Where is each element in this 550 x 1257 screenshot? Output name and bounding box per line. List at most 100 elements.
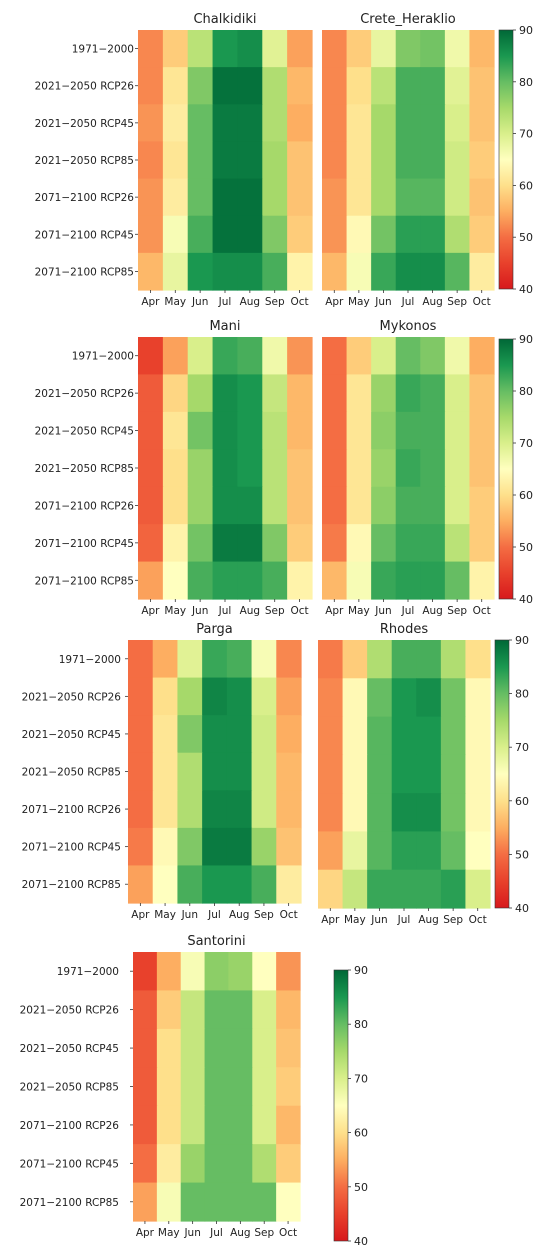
x-tick-label: Aug bbox=[240, 296, 261, 308]
heatmap-cell bbox=[237, 337, 263, 376]
heatmap-cell bbox=[420, 141, 446, 180]
heatmap-cell bbox=[262, 67, 288, 105]
heatmap-panel-mykonos: Mykonos Apr May Jun Jul Aug Sep Oct bbox=[322, 319, 495, 617]
heatmap-cell bbox=[322, 337, 348, 376]
y-tick-label: 2071−2100 RCP45 bbox=[22, 842, 121, 854]
heatmap-cell bbox=[371, 411, 397, 450]
y-tick-label: 2021−2050 RCP26 bbox=[20, 1005, 120, 1017]
y-tick-label: 1971−2000 bbox=[57, 966, 119, 978]
heatmap-cell bbox=[252, 1105, 277, 1145]
heatmap-cell bbox=[212, 411, 239, 450]
heatmap-cell bbox=[469, 524, 495, 563]
heatmap-cell bbox=[252, 990, 277, 1030]
heatmap-cell bbox=[128, 752, 154, 791]
heatmap-cell bbox=[128, 827, 154, 867]
heatmap-cell bbox=[262, 524, 288, 563]
heatmap-cell bbox=[252, 1144, 277, 1184]
heatmap-cell bbox=[276, 1105, 301, 1145]
heatmap-cell bbox=[346, 178, 372, 217]
colorbar-tick-label: 70 bbox=[519, 437, 533, 450]
heatmap-cell bbox=[228, 952, 253, 992]
heatmap-cell bbox=[128, 865, 154, 904]
heatmap-cell bbox=[322, 252, 348, 291]
heatmap-cell bbox=[391, 640, 417, 679]
heatmap-cell bbox=[371, 30, 397, 68]
heatmap-cell bbox=[162, 524, 189, 563]
heatmap-cell bbox=[420, 486, 446, 525]
x-tick-label: May bbox=[164, 605, 186, 617]
heatmap-cell bbox=[318, 754, 344, 794]
heatmap-cell bbox=[204, 1028, 230, 1068]
heatmap-cell bbox=[202, 790, 228, 829]
heatmap-cell bbox=[237, 449, 263, 488]
heatmap-cell bbox=[162, 252, 189, 291]
heatmap-cell bbox=[395, 67, 421, 105]
heatmap-cell bbox=[212, 67, 239, 105]
heatmap-cell bbox=[395, 524, 421, 563]
panel-title: Mykonos bbox=[380, 319, 437, 334]
x-tick-label: Sep bbox=[265, 296, 285, 308]
heatmap-cell bbox=[202, 715, 228, 754]
heatmap-cell bbox=[138, 67, 164, 105]
colorbar-tick-label: 40 bbox=[519, 593, 533, 606]
heatmap-cell bbox=[465, 831, 491, 871]
heatmap-cell bbox=[180, 1182, 206, 1222]
heatmap-cell bbox=[440, 640, 467, 679]
heatmap-cell bbox=[204, 990, 230, 1030]
panel-title: Santorini bbox=[187, 934, 245, 949]
heatmap-cell bbox=[177, 790, 203, 829]
heatmap-cell bbox=[226, 640, 253, 679]
heatmap-cell bbox=[251, 715, 277, 754]
heatmap-cell bbox=[228, 1105, 253, 1145]
heatmap-cell bbox=[228, 1182, 253, 1222]
heatmap-cell bbox=[252, 1028, 277, 1068]
y-tick-label: 2021−2050 RCP26 bbox=[35, 81, 135, 93]
heatmap-cell bbox=[420, 449, 446, 488]
colorbar-tick-label: 60 bbox=[519, 179, 533, 192]
y-tick-label: 2071−2100 RCP85 bbox=[35, 266, 134, 278]
heatmap-cell bbox=[420, 67, 446, 105]
heatmap-cell bbox=[395, 104, 421, 143]
heatmap-cell bbox=[237, 374, 263, 413]
y-tick-label: 2071−2100 RCP26 bbox=[20, 1120, 120, 1132]
heatmap-cell bbox=[322, 411, 348, 450]
heatmap-cell bbox=[391, 716, 417, 756]
heatmap-cell bbox=[212, 337, 239, 376]
x-tick-label: May bbox=[348, 605, 370, 617]
heatmap-cell bbox=[262, 252, 288, 291]
heatmap-cell bbox=[162, 486, 189, 525]
heatmap-cell bbox=[318, 831, 344, 871]
heatmap-cell bbox=[177, 640, 203, 679]
heatmap-cell bbox=[204, 1182, 230, 1222]
x-tick-label: Jun bbox=[374, 296, 391, 308]
heatmap-cell bbox=[187, 337, 214, 376]
heatmap-cell bbox=[346, 561, 372, 600]
heatmap-cell bbox=[202, 677, 228, 716]
heatmap-cell bbox=[469, 252, 495, 291]
heatmap-panel-chalkidiki: Chalkidiki Apr May Jun Jul Aug Sep Oct 1971−2000… bbox=[35, 12, 313, 308]
heatmap-panel-santorini: Santorini Apr May Jun Jul Aug Sep Oct 1971−2000 2… bbox=[20, 934, 301, 1239]
heatmap-cell bbox=[128, 640, 154, 679]
heatmap-cell bbox=[371, 252, 397, 291]
x-tick-label: Sep bbox=[443, 914, 463, 926]
heatmap-cell bbox=[391, 754, 417, 794]
heatmap-cell bbox=[287, 374, 313, 413]
heatmap-cell bbox=[187, 411, 214, 450]
heatmap-cell bbox=[469, 337, 495, 376]
heatmap-cell bbox=[367, 678, 393, 718]
heatmap-cell bbox=[251, 865, 277, 904]
y-tick-label: 2071−2100 RCP45 bbox=[20, 1158, 119, 1170]
heatmap-cell bbox=[133, 1067, 158, 1107]
heatmap-cell bbox=[469, 67, 495, 105]
heatmap-cell bbox=[138, 524, 164, 563]
heatmap-cell bbox=[346, 67, 372, 105]
heatmap-cell bbox=[237, 561, 263, 600]
heatmap-cell bbox=[276, 952, 301, 992]
heatmap-cell bbox=[287, 524, 313, 563]
heatmap-cell bbox=[180, 952, 206, 992]
colorbar-tick-label: 40 bbox=[354, 1235, 368, 1248]
heatmap-cell bbox=[252, 1182, 277, 1222]
heatmap-cell bbox=[237, 67, 263, 105]
y-tick-label: 2071−2100 RCP26 bbox=[22, 804, 122, 816]
heatmap-cell bbox=[262, 411, 288, 450]
